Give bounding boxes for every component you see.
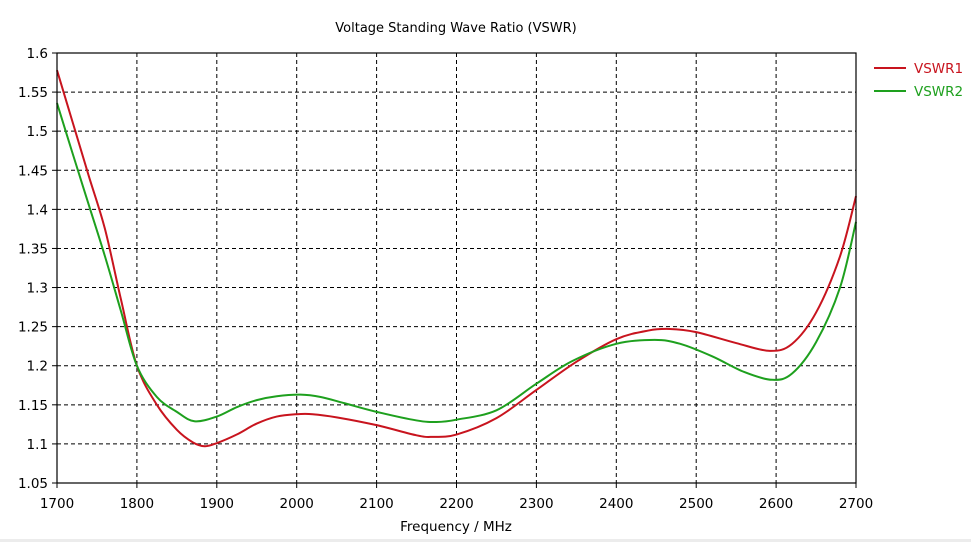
x-axis-label: Frequency / MHz — [400, 519, 512, 535]
y-tick-label: 1.1 — [27, 437, 48, 453]
x-tick-label: 2100 — [359, 496, 393, 512]
series-line-vswr2 — [56, 102, 857, 424]
x-tick-label: 2200 — [439, 496, 473, 512]
y-tick-label: 1.15 — [18, 398, 48, 414]
x-tick-label: 1800 — [120, 496, 154, 512]
y-tick-label: 1.05 — [18, 476, 48, 492]
y-tick-label: 1.25 — [18, 320, 48, 336]
y-tick-label: 1.45 — [18, 163, 48, 179]
legend-label-vswr1: VSWR1 — [914, 61, 963, 77]
y-tick-label: 1.6 — [27, 46, 48, 62]
y-tick-label: 1.35 — [18, 241, 48, 257]
series-group — [56, 69, 857, 448]
x-tick-label: 2700 — [839, 496, 873, 512]
legend: VSWR1 VSWR2 — [874, 61, 963, 100]
x-tick-label: 2400 — [599, 496, 633, 512]
chart-title: Voltage Standing Wave Ratio (VSWR) — [335, 21, 576, 36]
y-tick-label: 1.2 — [27, 359, 48, 375]
x-tick-label: 2300 — [519, 496, 553, 512]
x-tick-label: 2500 — [679, 496, 713, 512]
y-tick-label: 1.4 — [27, 202, 48, 218]
y-tick-label: 1.3 — [27, 281, 48, 297]
x-tick-label: 1700 — [40, 496, 74, 512]
y-tick-label: 1.5 — [27, 124, 48, 140]
x-tick-label: 2600 — [759, 496, 793, 512]
y-axis: 1.05 1.1 1.15 1.2 1.25 1.3 1.35 1.4 1.45 1.5 1.55 1… — [18, 46, 57, 492]
y-tick-label: 1.55 — [18, 85, 48, 101]
grid-lines — [57, 53, 856, 483]
x-tick-label: 1900 — [200, 496, 234, 512]
legend-label-vswr2: VSWR2 — [914, 84, 963, 100]
series-line-vswr1 — [56, 69, 857, 448]
x-axis: 1700 1800 1900 2000 2100 2200 2300 2400 2500 2600… — [40, 483, 873, 512]
x-tick-label: 2000 — [280, 496, 314, 512]
bottom-divider — [0, 539, 971, 542]
